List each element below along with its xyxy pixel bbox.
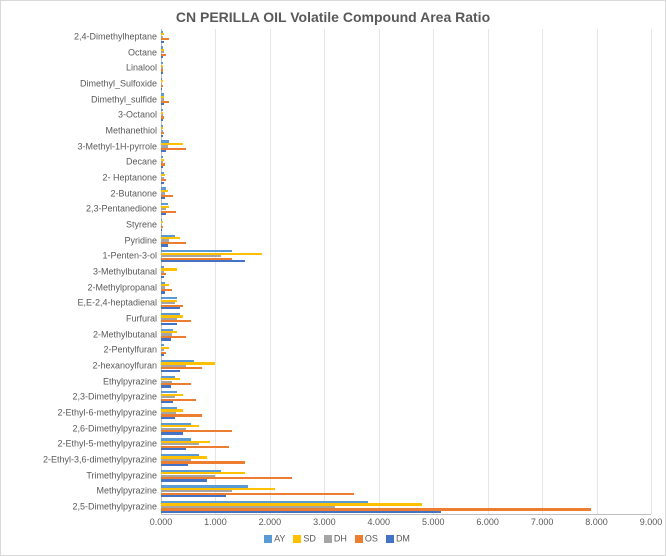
bar	[161, 370, 180, 372]
y-tick-label: Dimethyl_sulfide	[91, 95, 157, 104]
legend-label: AY	[274, 534, 285, 544]
y-tick-label: Trimethylpyrazine	[86, 471, 157, 480]
x-tick-label: 7.000	[531, 517, 554, 527]
bar	[161, 323, 177, 325]
gridline	[542, 29, 543, 514]
bar	[161, 432, 183, 434]
y-tick-label: 2,6-Dimethylpyrazine	[72, 424, 157, 433]
bar	[161, 72, 163, 74]
y-tick-label: 2-Methylbutanal	[93, 330, 157, 339]
gridline	[488, 29, 489, 514]
gridline	[270, 29, 271, 514]
y-tick-label: 3-Methyl-1H-pyrrole	[77, 142, 157, 151]
y-tick-label: Linalool	[126, 64, 157, 73]
x-tick-label: 2.000	[259, 517, 282, 527]
chart-title: CN PERILLA OIL Volatile Compound Area Ra…	[15, 9, 651, 25]
bar	[161, 417, 175, 419]
bar	[161, 401, 173, 403]
y-tick-label: 2-Butanone	[110, 189, 157, 198]
bar	[161, 166, 163, 168]
y-tick-label: Dimethyl_Sulfoxide	[80, 79, 157, 88]
y-tick-label: 2-Ethyl-3,6-dimethylpyrazine	[43, 456, 157, 465]
bar	[161, 448, 186, 450]
y-tick-label: Methanethiol	[105, 126, 157, 135]
y-tick-label: Pyridine	[124, 236, 157, 245]
legend-swatch	[355, 535, 363, 543]
y-tick-label: 2- Heptanone	[102, 173, 157, 182]
y-tick-label: 2-hexanoylfuran	[92, 362, 157, 371]
bar	[161, 291, 165, 293]
y-tick-label: 2-Ethyl-6-methylpyrazine	[57, 409, 157, 418]
bar	[161, 354, 164, 356]
y-tick-label: 3-Methylbutanal	[93, 268, 157, 277]
bar	[161, 260, 245, 262]
x-tick-label: 9.000	[640, 517, 663, 527]
legend-swatch	[264, 535, 272, 543]
y-tick-label: 2,3-Pentanedione	[86, 205, 157, 214]
y-tick-label: 2-Ethyl-5-methylpyrazine	[57, 440, 157, 449]
bar	[161, 307, 180, 309]
x-tick-label: 4.000	[368, 517, 391, 527]
y-tick-label: 2,3-Dimethylpyrazine	[72, 393, 157, 402]
legend-label: SD	[303, 534, 316, 544]
legend-swatch	[293, 535, 301, 543]
y-tick-label: Methylpyrazine	[96, 487, 157, 496]
y-tick-label: 2,4-Dimethylheptane	[74, 32, 157, 41]
legend-label: DM	[396, 534, 410, 544]
bar	[161, 229, 162, 231]
y-tick-label: Furfural	[126, 315, 157, 324]
gridline	[324, 29, 325, 514]
x-tick-label: 1.000	[204, 517, 227, 527]
legend-swatch	[324, 535, 332, 543]
bar	[161, 41, 164, 43]
bar	[161, 276, 164, 278]
y-tick-label: Ethylpyrazine	[103, 377, 157, 386]
bar	[161, 197, 165, 199]
y-tick-label: 2-Methylpropanal	[87, 283, 157, 292]
gridline	[433, 29, 434, 514]
x-axis-ticks: 0.0001.0002.0003.0004.0005.0006.0007.000…	[161, 515, 651, 529]
plot-area	[161, 29, 651, 515]
bar	[161, 511, 441, 513]
legend-label: OS	[365, 534, 378, 544]
bar	[161, 385, 171, 387]
bar	[161, 119, 163, 121]
bar	[161, 338, 171, 340]
bar	[161, 150, 166, 152]
gridline	[597, 29, 598, 514]
gridline	[379, 29, 380, 514]
y-tick-label: 1-Penten-3-ol	[102, 252, 157, 261]
x-tick-label: 0.000	[150, 517, 173, 527]
legend-swatch	[386, 535, 394, 543]
gridline	[215, 29, 216, 514]
legend-label: DH	[334, 534, 347, 544]
bar	[161, 88, 162, 90]
x-tick-label: 8.000	[585, 517, 608, 527]
x-tick-label: 5.000	[422, 517, 445, 527]
y-tick-label: 3-Octanol	[118, 111, 157, 120]
y-tick-label: E,E-2,4-heptadienal	[77, 299, 157, 308]
bar	[161, 495, 226, 497]
y-tick-label: 2-Pentylfuran	[103, 346, 157, 355]
bar	[161, 103, 164, 105]
bar	[161, 135, 163, 137]
legend: AY SD DH OS DM	[15, 533, 651, 544]
y-tick-label: Styrene	[126, 220, 157, 229]
bar	[161, 213, 166, 215]
y-axis-labels: 2,4-Dimethylheptane Octane Linalool Dimethy…	[15, 29, 161, 515]
bar	[161, 464, 188, 466]
bar	[161, 182, 164, 184]
gridline	[651, 29, 652, 514]
plot: 2,4-Dimethylheptane Octane Linalool Dimethy…	[15, 29, 651, 515]
bar	[161, 244, 168, 246]
bar	[161, 56, 163, 58]
y-tick-label: Octane	[128, 48, 157, 57]
bar	[161, 479, 207, 481]
x-tick-label: 3.000	[313, 517, 336, 527]
x-tick-label: 6.000	[476, 517, 499, 527]
y-tick-label: Decane	[126, 158, 157, 167]
y-tick-label: 2,5-Dimethylpyrazine	[72, 503, 157, 512]
